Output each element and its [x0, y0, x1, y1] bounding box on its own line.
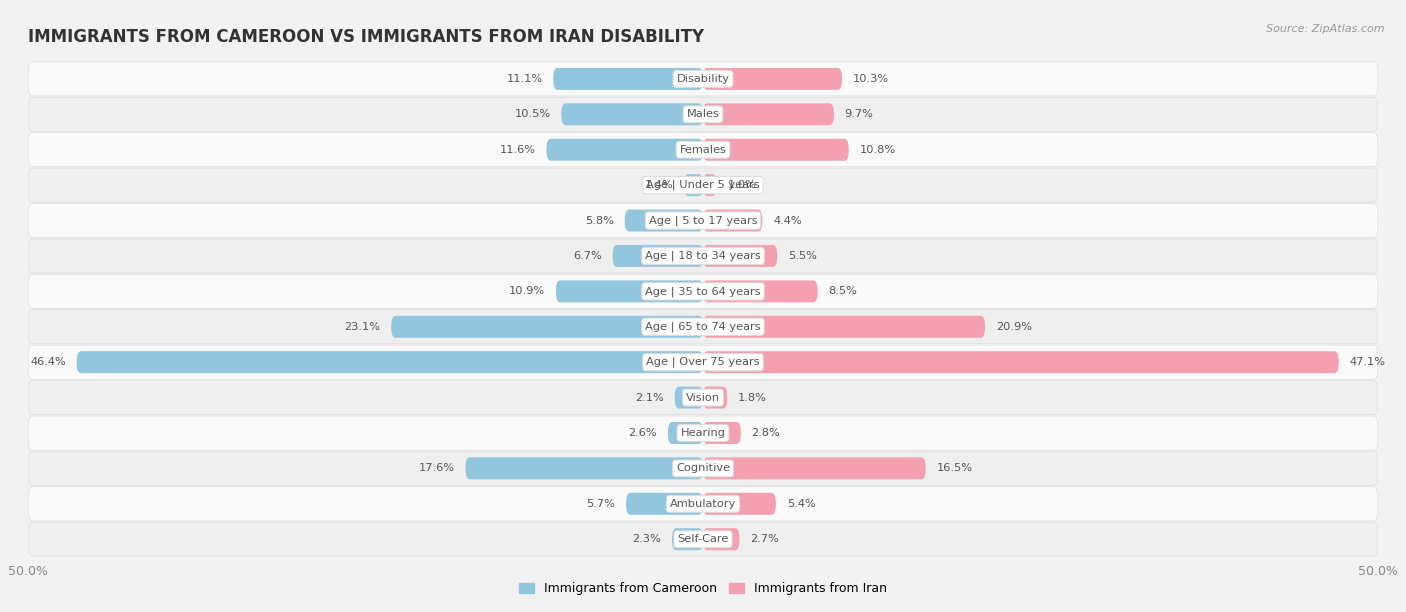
FancyBboxPatch shape	[28, 62, 1378, 96]
FancyBboxPatch shape	[28, 345, 1378, 379]
Text: 10.5%: 10.5%	[515, 110, 551, 119]
Text: 17.6%: 17.6%	[419, 463, 454, 474]
Text: Males: Males	[686, 110, 720, 119]
FancyBboxPatch shape	[703, 68, 842, 90]
Text: IMMIGRANTS FROM CAMEROON VS IMMIGRANTS FROM IRAN DISABILITY: IMMIGRANTS FROM CAMEROON VS IMMIGRANTS F…	[28, 28, 704, 46]
Text: 47.1%: 47.1%	[1350, 357, 1385, 367]
FancyBboxPatch shape	[703, 493, 776, 515]
FancyBboxPatch shape	[626, 493, 703, 515]
FancyBboxPatch shape	[668, 422, 703, 444]
FancyBboxPatch shape	[703, 209, 762, 231]
Text: 2.6%: 2.6%	[628, 428, 657, 438]
FancyBboxPatch shape	[28, 452, 1378, 485]
FancyBboxPatch shape	[28, 522, 1378, 556]
Text: 5.5%: 5.5%	[787, 251, 817, 261]
FancyBboxPatch shape	[561, 103, 703, 125]
Text: Age | 35 to 64 years: Age | 35 to 64 years	[645, 286, 761, 297]
FancyBboxPatch shape	[703, 457, 925, 479]
FancyBboxPatch shape	[624, 209, 703, 231]
Text: 11.1%: 11.1%	[506, 74, 543, 84]
Text: Age | Over 75 years: Age | Over 75 years	[647, 357, 759, 367]
Text: 8.5%: 8.5%	[828, 286, 858, 296]
Text: 5.7%: 5.7%	[586, 499, 616, 509]
Text: 16.5%: 16.5%	[936, 463, 973, 474]
FancyBboxPatch shape	[672, 528, 703, 550]
FancyBboxPatch shape	[703, 422, 741, 444]
FancyBboxPatch shape	[703, 103, 834, 125]
Text: 2.1%: 2.1%	[636, 392, 664, 403]
Text: 10.8%: 10.8%	[859, 144, 896, 155]
Text: 1.0%: 1.0%	[727, 180, 756, 190]
Text: 2.7%: 2.7%	[751, 534, 779, 544]
Text: Females: Females	[679, 144, 727, 155]
FancyBboxPatch shape	[28, 487, 1378, 521]
Text: Source: ZipAtlas.com: Source: ZipAtlas.com	[1267, 24, 1385, 34]
Legend: Immigrants from Cameroon, Immigrants from Iran: Immigrants from Cameroon, Immigrants fro…	[513, 577, 893, 600]
Text: 1.4%: 1.4%	[644, 180, 673, 190]
FancyBboxPatch shape	[28, 97, 1378, 132]
FancyBboxPatch shape	[28, 274, 1378, 308]
Text: Disability: Disability	[676, 74, 730, 84]
FancyBboxPatch shape	[703, 280, 818, 302]
FancyBboxPatch shape	[675, 387, 703, 409]
Text: Age | 65 to 74 years: Age | 65 to 74 years	[645, 321, 761, 332]
FancyBboxPatch shape	[613, 245, 703, 267]
FancyBboxPatch shape	[77, 351, 703, 373]
FancyBboxPatch shape	[703, 174, 717, 196]
FancyBboxPatch shape	[685, 174, 703, 196]
FancyBboxPatch shape	[28, 239, 1378, 273]
FancyBboxPatch shape	[28, 133, 1378, 166]
Text: Age | 18 to 34 years: Age | 18 to 34 years	[645, 251, 761, 261]
Text: 2.3%: 2.3%	[633, 534, 661, 544]
FancyBboxPatch shape	[28, 310, 1378, 344]
FancyBboxPatch shape	[391, 316, 703, 338]
FancyBboxPatch shape	[547, 139, 703, 161]
Text: Cognitive: Cognitive	[676, 463, 730, 474]
FancyBboxPatch shape	[703, 528, 740, 550]
Text: 20.9%: 20.9%	[995, 322, 1032, 332]
Text: Self-Care: Self-Care	[678, 534, 728, 544]
Text: Vision: Vision	[686, 392, 720, 403]
FancyBboxPatch shape	[465, 457, 703, 479]
FancyBboxPatch shape	[28, 168, 1378, 202]
Text: Hearing: Hearing	[681, 428, 725, 438]
Text: 5.8%: 5.8%	[585, 215, 614, 226]
Text: 11.6%: 11.6%	[499, 144, 536, 155]
Text: Age | 5 to 17 years: Age | 5 to 17 years	[648, 215, 758, 226]
FancyBboxPatch shape	[553, 68, 703, 90]
FancyBboxPatch shape	[703, 387, 727, 409]
Text: 23.1%: 23.1%	[344, 322, 381, 332]
Text: 2.8%: 2.8%	[752, 428, 780, 438]
Text: 4.4%: 4.4%	[773, 215, 801, 226]
Text: 46.4%: 46.4%	[30, 357, 66, 367]
FancyBboxPatch shape	[28, 416, 1378, 450]
FancyBboxPatch shape	[28, 381, 1378, 414]
Text: 10.9%: 10.9%	[509, 286, 546, 296]
Text: Ambulatory: Ambulatory	[669, 499, 737, 509]
Text: 6.7%: 6.7%	[574, 251, 602, 261]
Text: 1.8%: 1.8%	[738, 392, 766, 403]
FancyBboxPatch shape	[555, 280, 703, 302]
Text: Age | Under 5 years: Age | Under 5 years	[647, 180, 759, 190]
FancyBboxPatch shape	[703, 245, 778, 267]
FancyBboxPatch shape	[703, 139, 849, 161]
FancyBboxPatch shape	[703, 351, 1339, 373]
FancyBboxPatch shape	[703, 316, 986, 338]
Text: 9.7%: 9.7%	[845, 110, 873, 119]
FancyBboxPatch shape	[28, 204, 1378, 237]
Text: 10.3%: 10.3%	[853, 74, 889, 84]
Text: 5.4%: 5.4%	[787, 499, 815, 509]
